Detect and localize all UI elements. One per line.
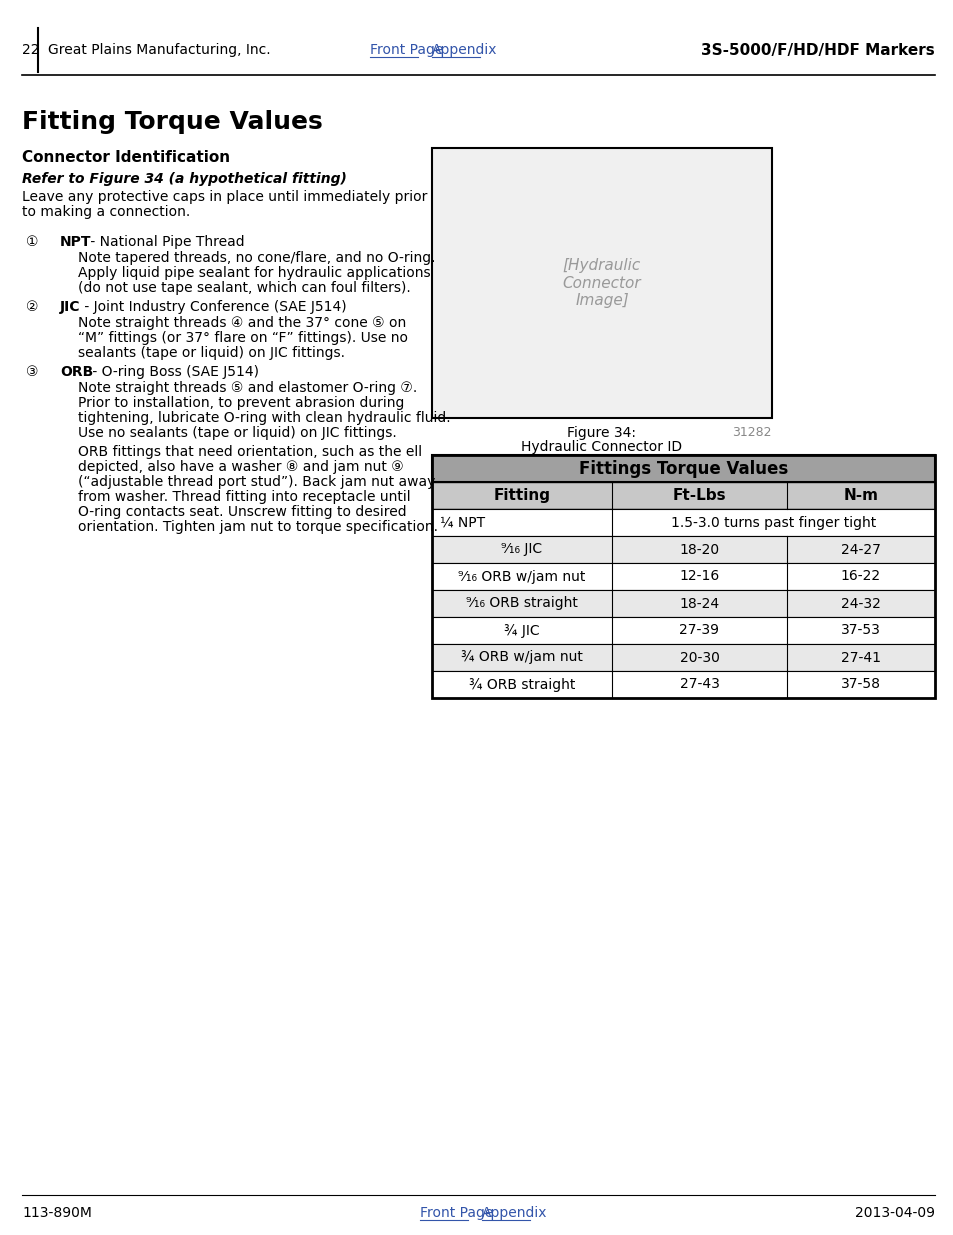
Text: ¾ ORB w/jam nut: ¾ ORB w/jam nut	[460, 651, 582, 664]
Bar	[432, 590, 934, 618]
Bar	[432, 509, 934, 536]
Text: Appendix: Appendix	[481, 1207, 547, 1220]
Bar	[432, 454, 934, 698]
Text: Fittings Torque Values: Fittings Torque Values	[578, 459, 787, 478]
Text: Fitting: Fitting	[493, 488, 550, 503]
Text: orientation. Tighten jam nut to torque specification.: orientation. Tighten jam nut to torque s…	[78, 520, 437, 534]
Text: ③: ③	[26, 366, 38, 379]
Text: Note tapered threads, no cone/flare, and no O-ring.: Note tapered threads, no cone/flare, and…	[78, 251, 435, 266]
Text: tightening, lubricate O-ring with clean hydraulic fluid.: tightening, lubricate O-ring with clean …	[78, 411, 450, 425]
Text: ⁹⁄₁₆ ORB straight: ⁹⁄₁₆ ORB straight	[466, 597, 578, 610]
Bar	[432, 454, 934, 482]
Text: Front Page: Front Page	[370, 43, 443, 57]
Bar	[432, 643, 934, 671]
Text: 20-30: 20-30	[679, 651, 719, 664]
Text: 16-22: 16-22	[840, 569, 881, 583]
Text: Note straight threads ④ and the 37° cone ⑤ on: Note straight threads ④ and the 37° cone…	[78, 316, 406, 330]
Text: Figure 34:: Figure 34:	[567, 426, 636, 440]
Text: 27-43: 27-43	[679, 678, 719, 692]
Text: 12-16: 12-16	[679, 569, 719, 583]
Text: depicted, also have a washer ⑧ and jam nut ⑨: depicted, also have a washer ⑧ and jam n…	[78, 459, 403, 474]
Text: Note straight threads ⑤ and elastomer O-ring ⑦.: Note straight threads ⑤ and elastomer O-…	[78, 382, 416, 395]
Text: [Hydraulic
Connector
Image]: [Hydraulic Connector Image]	[562, 258, 640, 308]
Text: Use no sealants (tape or liquid) on JIC fittings.: Use no sealants (tape or liquid) on JIC …	[78, 426, 396, 440]
Text: 1.5-3.0 turns past finger tight: 1.5-3.0 turns past finger tight	[670, 515, 875, 530]
Text: - O-ring Boss (SAE J514): - O-ring Boss (SAE J514)	[88, 366, 258, 379]
Text: O-ring contacts seat. Unscrew fitting to desired: O-ring contacts seat. Unscrew fitting to…	[78, 505, 406, 519]
Bar	[432, 482, 934, 509]
Text: ⁹⁄₁₆ ORB w/jam nut: ⁹⁄₁₆ ORB w/jam nut	[457, 569, 585, 583]
Bar	[432, 671, 934, 698]
Text: N-m: N-m	[842, 488, 878, 503]
Text: NPT: NPT	[60, 235, 91, 249]
Text: 24-27: 24-27	[841, 542, 880, 557]
Text: from washer. Thread fitting into receptacle until: from washer. Thread fitting into recepta…	[78, 490, 410, 504]
Text: 27-41: 27-41	[841, 651, 880, 664]
Text: 18-24: 18-24	[679, 597, 719, 610]
Text: - National Pipe Thread: - National Pipe Thread	[86, 235, 244, 249]
Text: 18-20: 18-20	[679, 542, 719, 557]
Text: ¾ JIC: ¾ JIC	[503, 624, 539, 637]
Text: (“adjustable thread port stud”). Back jam nut away: (“adjustable thread port stud”). Back ja…	[78, 475, 435, 489]
Text: Front Page: Front Page	[419, 1207, 493, 1220]
Text: Fitting Torque Values: Fitting Torque Values	[22, 110, 322, 135]
Text: Connector Identification: Connector Identification	[22, 149, 230, 165]
Text: ORB fittings that need orientation, such as the ell: ORB fittings that need orientation, such…	[78, 445, 421, 459]
Text: 22: 22	[22, 43, 39, 57]
Text: Prior to installation, to prevent abrasion during: Prior to installation, to prevent abrasi…	[78, 396, 404, 410]
Text: ¼ NPT: ¼ NPT	[439, 515, 485, 530]
Text: JIC: JIC	[60, 300, 80, 314]
Text: Refer to Figure 34 (a hypothetical fitting): Refer to Figure 34 (a hypothetical fitti…	[22, 172, 347, 186]
Text: ②: ②	[26, 300, 38, 314]
Text: 37-58: 37-58	[841, 678, 880, 692]
Text: Hydraulic Connector ID: Hydraulic Connector ID	[521, 440, 681, 454]
Text: Leave any protective caps in place until immediately prior: Leave any protective caps in place until…	[22, 190, 427, 204]
Bar	[432, 563, 934, 590]
Text: - Joint Industry Conference (SAE J514): - Joint Industry Conference (SAE J514)	[80, 300, 346, 314]
Text: Appendix: Appendix	[432, 43, 497, 57]
Text: ⁹⁄₁₆ JIC: ⁹⁄₁₆ JIC	[501, 542, 542, 557]
Text: 3S-5000/F/HD/HDF Markers: 3S-5000/F/HD/HDF Markers	[700, 42, 934, 58]
Text: 113-890M: 113-890M	[22, 1207, 91, 1220]
Text: 24-32: 24-32	[841, 597, 880, 610]
Text: “M” fittings (or 37° flare on “F” fittings). Use no: “M” fittings (or 37° flare on “F” fittin…	[78, 331, 408, 345]
Text: Ft-Lbs: Ft-Lbs	[672, 488, 725, 503]
Text: sealants (tape or liquid) on JIC fittings.: sealants (tape or liquid) on JIC fitting…	[78, 346, 345, 359]
Text: Great Plains Manufacturing, Inc.: Great Plains Manufacturing, Inc.	[48, 43, 271, 57]
Text: 2013-04-09: 2013-04-09	[854, 1207, 934, 1220]
Bar	[432, 148, 771, 417]
Bar	[432, 618, 934, 643]
Text: 27-39: 27-39	[679, 624, 719, 637]
Text: 31282: 31282	[732, 426, 771, 438]
Text: ¾ ORB straight: ¾ ORB straight	[468, 678, 575, 692]
Text: to making a connection.: to making a connection.	[22, 205, 190, 219]
Text: ①: ①	[26, 235, 38, 249]
Text: 37-53: 37-53	[841, 624, 880, 637]
Text: ORB: ORB	[60, 366, 93, 379]
Text: Apply liquid pipe sealant for hydraulic applications: Apply liquid pipe sealant for hydraulic …	[78, 266, 430, 280]
Text: (do not use tape sealant, which can foul filters).: (do not use tape sealant, which can foul…	[78, 282, 411, 295]
Bar	[432, 536, 934, 563]
